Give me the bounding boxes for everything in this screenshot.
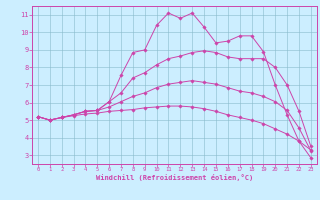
X-axis label: Windchill (Refroidissement éolien,°C): Windchill (Refroidissement éolien,°C) <box>96 174 253 181</box>
